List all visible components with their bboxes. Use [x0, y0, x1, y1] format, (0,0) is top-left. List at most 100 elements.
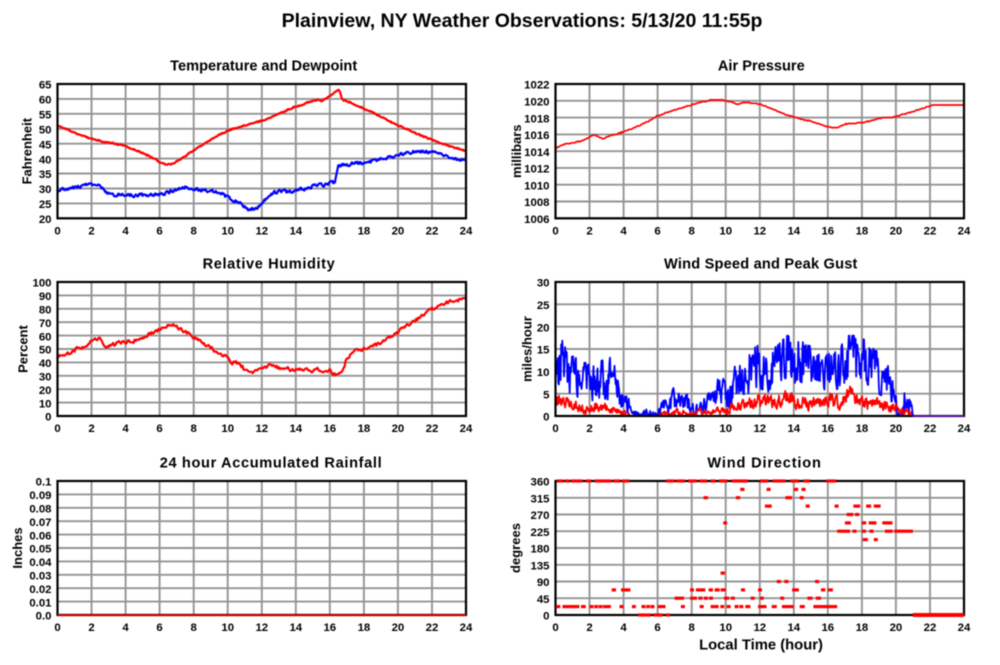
svg-text:4: 4: [122, 423, 129, 435]
svg-text:2: 2: [88, 225, 94, 237]
svg-text:miles/hour: miles/hour: [520, 316, 535, 382]
svg-text:16: 16: [821, 225, 834, 237]
svg-text:1006: 1006: [524, 214, 549, 226]
svg-text:0: 0: [552, 423, 558, 435]
svg-text:0.01: 0.01: [29, 597, 52, 609]
svg-text:180: 180: [530, 544, 549, 556]
svg-text:8: 8: [191, 622, 197, 634]
svg-text:12: 12: [255, 225, 268, 237]
svg-text:Fahrenheit: Fahrenheit: [20, 117, 35, 184]
svg-text:2: 2: [586, 225, 592, 237]
svg-text:2: 2: [586, 423, 592, 435]
svg-text:22: 22: [426, 423, 439, 435]
svg-text:20: 20: [392, 423, 405, 435]
svg-text:90: 90: [537, 577, 550, 589]
svg-text:20: 20: [890, 622, 903, 634]
svg-text:8: 8: [191, 423, 197, 435]
svg-text:22: 22: [924, 622, 937, 634]
svg-text:14: 14: [787, 423, 800, 435]
svg-text:22: 22: [924, 423, 937, 435]
svg-text:1008: 1008: [524, 197, 549, 209]
svg-text:0: 0: [552, 622, 558, 634]
svg-text:Inches: Inches: [10, 527, 25, 568]
svg-text:6: 6: [156, 622, 162, 634]
svg-text:2: 2: [586, 622, 592, 634]
svg-text:10: 10: [719, 423, 732, 435]
svg-text:16: 16: [821, 622, 834, 634]
svg-text:4: 4: [620, 225, 627, 237]
svg-text:6: 6: [654, 622, 660, 634]
svg-text:2: 2: [88, 622, 94, 634]
svg-text:70: 70: [39, 318, 52, 330]
svg-text:25: 25: [537, 300, 550, 312]
svg-text:50: 50: [39, 345, 52, 357]
svg-text:315: 315: [530, 493, 550, 505]
svg-text:0: 0: [54, 423, 60, 435]
svg-text:16: 16: [323, 622, 336, 634]
svg-text:0: 0: [45, 412, 51, 424]
svg-text:0: 0: [543, 412, 549, 424]
svg-text:0.02: 0.02: [29, 584, 51, 596]
svg-text:16: 16: [821, 423, 834, 435]
svg-text:0.1: 0.1: [36, 477, 52, 489]
svg-text:24: 24: [460, 622, 473, 634]
svg-text:6: 6: [156, 225, 162, 237]
svg-text:8: 8: [191, 225, 197, 237]
svg-text:Plainview, NY Weather Observat: Plainview, NY Weather Observations: 5/13…: [282, 10, 763, 32]
svg-text:18: 18: [856, 423, 869, 435]
svg-text:40: 40: [39, 358, 52, 370]
svg-text:12: 12: [255, 423, 268, 435]
svg-text:80: 80: [39, 305, 52, 317]
svg-text:270: 270: [530, 510, 549, 522]
svg-text:6: 6: [156, 423, 162, 435]
svg-text:1012: 1012: [524, 164, 549, 176]
svg-text:22: 22: [426, 225, 439, 237]
svg-text:20: 20: [39, 214, 52, 226]
svg-text:24: 24: [958, 423, 971, 435]
svg-text:100: 100: [32, 278, 51, 290]
svg-text:18: 18: [856, 225, 869, 237]
svg-text:millibars: millibars: [509, 124, 524, 177]
svg-text:Wind Speed and Peak Gust: Wind Speed and Peak Gust: [664, 257, 858, 273]
svg-text:0.04: 0.04: [29, 557, 52, 569]
svg-text:14: 14: [787, 225, 800, 237]
svg-text:14: 14: [289, 225, 302, 237]
svg-text:135: 135: [530, 561, 550, 573]
svg-text:1022: 1022: [524, 80, 549, 92]
svg-text:4: 4: [122, 622, 129, 634]
svg-text:Temperature and Dewpoint: Temperature and Dewpoint: [170, 59, 357, 75]
svg-text:50: 50: [39, 125, 52, 137]
svg-text:12: 12: [753, 622, 766, 634]
svg-text:1014: 1014: [524, 147, 550, 159]
svg-text:12: 12: [753, 225, 766, 237]
svg-text:1018: 1018: [524, 113, 549, 125]
svg-text:10: 10: [719, 622, 732, 634]
svg-text:24 hour Accumulated Rainfall: 24 hour Accumulated Rainfall: [160, 456, 383, 472]
svg-text:0.07: 0.07: [29, 517, 51, 529]
svg-text:8: 8: [689, 423, 695, 435]
svg-text:20: 20: [392, 225, 405, 237]
svg-text:10: 10: [221, 622, 234, 634]
svg-text:12: 12: [753, 423, 766, 435]
svg-text:60: 60: [39, 331, 52, 343]
svg-text:8: 8: [689, 622, 695, 634]
svg-text:6: 6: [654, 423, 660, 435]
svg-text:45: 45: [537, 594, 550, 606]
svg-text:40: 40: [39, 154, 52, 166]
svg-text:10: 10: [537, 367, 550, 379]
svg-text:Percent: Percent: [15, 324, 30, 372]
svg-text:12: 12: [255, 622, 268, 634]
svg-text:30: 30: [39, 372, 52, 384]
svg-text:Relative Humidity: Relative Humidity: [203, 257, 336, 273]
svg-text:18: 18: [358, 423, 371, 435]
svg-text:0: 0: [552, 225, 558, 237]
svg-text:14: 14: [787, 622, 800, 634]
svg-text:30: 30: [537, 278, 550, 290]
svg-text:Air Pressure: Air Pressure: [718, 59, 805, 75]
svg-text:14: 14: [289, 622, 302, 634]
svg-text:225: 225: [530, 527, 550, 539]
svg-text:24: 24: [460, 225, 473, 237]
svg-text:22: 22: [426, 622, 439, 634]
svg-text:0.0: 0.0: [36, 611, 52, 623]
svg-text:5: 5: [543, 389, 550, 401]
